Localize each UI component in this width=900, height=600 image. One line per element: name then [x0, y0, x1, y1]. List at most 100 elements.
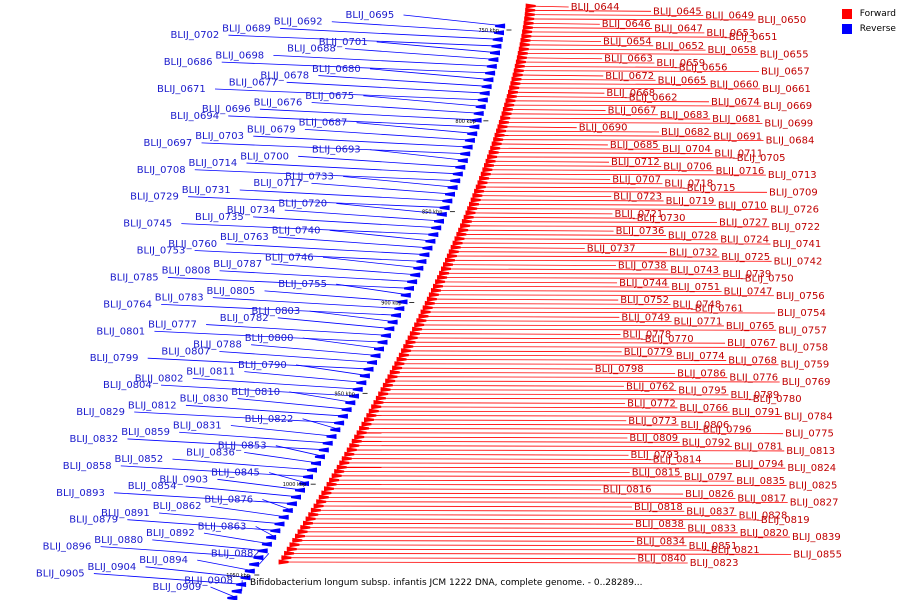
forward-gene-label[interactable]: BLIJ_0663 [604, 54, 653, 65]
reverse-gene-label[interactable]: BLIJ_0863 [198, 521, 247, 532]
forward-gene-label[interactable]: BLIJ_0855 [793, 549, 842, 560]
forward-gene-label[interactable]: BLIJ_0651 [729, 32, 778, 43]
forward-gene-label[interactable]: BLIJ_0834 [636, 536, 685, 547]
forward-gene-label[interactable]: BLIJ_0806 [681, 420, 730, 431]
forward-gene-label[interactable]: BLIJ_0762 [626, 381, 675, 392]
reverse-gene-label[interactable]: BLIJ_0788 [193, 340, 242, 351]
reverse-gene-label[interactable]: BLIJ_0733 [285, 172, 334, 183]
reverse-gene-label[interactable]: BLIJ_0729 [130, 192, 179, 203]
reverse-gene-label[interactable]: BLIJ_0753 [137, 246, 186, 257]
forward-gene-label[interactable]: BLIJ_0741 [773, 239, 822, 250]
forward-gene-label[interactable]: BLIJ_0756 [776, 291, 825, 302]
reverse-gene-label[interactable]: BLIJ_0735 [195, 212, 244, 223]
reverse-gene-label[interactable]: BLIJ_0720 [278, 198, 327, 209]
reverse-gene-label[interactable]: BLIJ_0854 [128, 481, 177, 492]
forward-gene-label[interactable]: BLIJ_0769 [782, 377, 831, 388]
forward-gene-label[interactable]: BLIJ_0771 [674, 317, 723, 328]
forward-gene-label[interactable]: BLIJ_0774 [676, 351, 725, 362]
forward-gene-label[interactable]: BLIJ_0667 [608, 105, 657, 116]
reverse-gene-label[interactable]: BLIJ_0702 [171, 30, 220, 41]
reverse-gene-label[interactable]: BLIJ_0811 [186, 367, 235, 378]
forward-gene-label[interactable]: BLIJ_0792 [682, 437, 731, 448]
forward-gene-label[interactable]: BLIJ_0650 [758, 15, 807, 26]
forward-gene-label[interactable]: BLIJ_0737 [587, 243, 636, 254]
forward-gene-label[interactable]: BLIJ_0751 [671, 282, 720, 293]
forward-gene-label[interactable]: BLIJ_0732 [669, 248, 718, 259]
forward-gene-label[interactable]: BLIJ_0661 [762, 84, 811, 95]
reverse-gene-label[interactable]: BLIJ_0836 [186, 447, 235, 458]
reverse-gene-label[interactable]: BLIJ_0687 [299, 118, 348, 129]
forward-gene-label[interactable]: BLIJ_0712 [611, 157, 660, 168]
reverse-gene-label[interactable]: BLIJ_0858 [63, 461, 112, 472]
reverse-gene-label[interactable]: BLIJ_0903 [159, 474, 208, 485]
forward-gene-label[interactable]: BLIJ_0833 [687, 524, 736, 535]
forward-gene-label[interactable]: BLIJ_0819 [761, 515, 810, 526]
forward-gene-label[interactable]: BLIJ_0796 [703, 424, 752, 435]
reverse-gene-label[interactable]: BLIJ_0763 [220, 232, 269, 243]
forward-gene-label[interactable]: BLIJ_0851 [689, 541, 738, 552]
reverse-gene-label[interactable]: BLIJ_0698 [215, 50, 264, 61]
forward-gene-label[interactable]: BLIJ_0786 [677, 368, 726, 379]
forward-gene-label[interactable]: BLIJ_0818 [634, 502, 683, 513]
reverse-gene-label[interactable]: BLIJ_0688 [287, 44, 336, 55]
forward-gene-label[interactable]: BLIJ_0748 [673, 299, 722, 310]
reverse-gene-label[interactable]: BLIJ_0676 [254, 98, 303, 109]
forward-gene-label[interactable]: BLIJ_0647 [654, 24, 703, 35]
reverse-gene-label[interactable]: BLIJ_0876 [204, 495, 253, 506]
forward-gene-label[interactable]: BLIJ_0809 [629, 433, 678, 444]
forward-gene-label[interactable]: BLIJ_0758 [779, 343, 828, 354]
reverse-gene-label[interactable]: BLIJ_0740 [272, 225, 321, 236]
reverse-gene-label[interactable]: BLIJ_0677 [229, 77, 278, 88]
forward-gene-label[interactable]: BLIJ_0838 [635, 519, 684, 530]
forward-gene-label[interactable]: BLIJ_0690 [579, 123, 628, 134]
reverse-gene-label[interactable]: BLIJ_0764 [103, 299, 152, 310]
reverse-gene-label[interactable]: BLIJ_0879 [69, 515, 118, 526]
forward-gene-label[interactable]: BLIJ_0685 [610, 140, 659, 151]
reverse-gene-label[interactable]: BLIJ_0829 [76, 407, 125, 418]
forward-gene-label[interactable]: BLIJ_0739 [723, 269, 772, 280]
forward-gene-label[interactable]: BLIJ_0662 [629, 93, 678, 104]
forward-gene-label[interactable]: BLIJ_0776 [729, 373, 778, 384]
reverse-gene-label[interactable]: BLIJ_0714 [189, 158, 238, 169]
forward-gene-label[interactable]: BLIJ_0691 [713, 131, 762, 142]
reverse-gene-label[interactable]: BLIJ_0804 [103, 380, 152, 391]
forward-gene-label[interactable]: BLIJ_0645 [653, 6, 702, 17]
forward-gene-label[interactable]: BLIJ_0839 [792, 532, 841, 543]
forward-gene-label[interactable]: BLIJ_0780 [753, 394, 802, 405]
forward-gene-label[interactable]: BLIJ_0789 [731, 390, 780, 401]
forward-gene-label[interactable]: BLIJ_0824 [787, 463, 836, 474]
forward-gene-label[interactable]: BLIJ_0814 [653, 455, 702, 466]
reverse-gene-label[interactable]: BLIJ_0845 [211, 468, 260, 479]
reverse-gene-label[interactable]: BLIJ_0909 [153, 582, 202, 593]
forward-gene-label[interactable]: BLIJ_0668 [606, 88, 655, 99]
forward-gene-label[interactable]: BLIJ_0757 [778, 325, 827, 336]
reverse-gene-label[interactable]: BLIJ_0810 [231, 387, 280, 398]
forward-gene-label[interactable]: BLIJ_0759 [781, 360, 830, 371]
forward-gene-label[interactable]: BLIJ_0828 [739, 511, 788, 522]
forward-gene-label[interactable]: BLIJ_0652 [655, 41, 704, 52]
forward-gene-label[interactable]: BLIJ_0654 [603, 37, 652, 48]
forward-gene-label[interactable]: BLIJ_0752 [620, 295, 669, 306]
reverse-gene-label[interactable]: BLIJ_0852 [115, 454, 164, 465]
forward-gene-label[interactable]: BLIJ_0649 [705, 11, 754, 22]
forward-gene-label[interactable]: BLIJ_0781 [734, 442, 783, 453]
forward-gene-label[interactable]: BLIJ_0770 [645, 334, 694, 345]
forward-gene-label[interactable]: BLIJ_0837 [686, 506, 735, 517]
forward-gene-label[interactable]: BLIJ_0705 [737, 153, 786, 164]
reverse-gene-label[interactable]: BLIJ_0807 [161, 347, 210, 358]
reverse-gene-label[interactable]: BLIJ_0905 [36, 569, 85, 580]
forward-gene-label[interactable]: BLIJ_0793 [631, 450, 680, 461]
forward-gene-label[interactable]: BLIJ_0772 [627, 399, 676, 410]
forward-gene-label[interactable]: BLIJ_0706 [663, 162, 712, 173]
forward-gene-label[interactable]: BLIJ_0725 [721, 252, 770, 263]
forward-gene-label[interactable]: BLIJ_0821 [711, 545, 760, 556]
forward-gene-label[interactable]: BLIJ_0728 [668, 230, 717, 241]
forward-gene-label[interactable]: BLIJ_0710 [718, 200, 767, 211]
forward-gene-label[interactable]: BLIJ_0653 [706, 28, 755, 39]
forward-gene-label[interactable]: BLIJ_0674 [711, 97, 760, 108]
reverse-gene-label[interactable]: BLIJ_0701 [319, 37, 368, 48]
reverse-gene-label[interactable]: BLIJ_0904 [88, 562, 137, 573]
forward-gene-label[interactable]: BLIJ_0766 [679, 403, 728, 414]
reverse-gene-label[interactable]: BLIJ_0908 [184, 575, 233, 586]
forward-gene-label[interactable]: BLIJ_0684 [766, 136, 815, 147]
